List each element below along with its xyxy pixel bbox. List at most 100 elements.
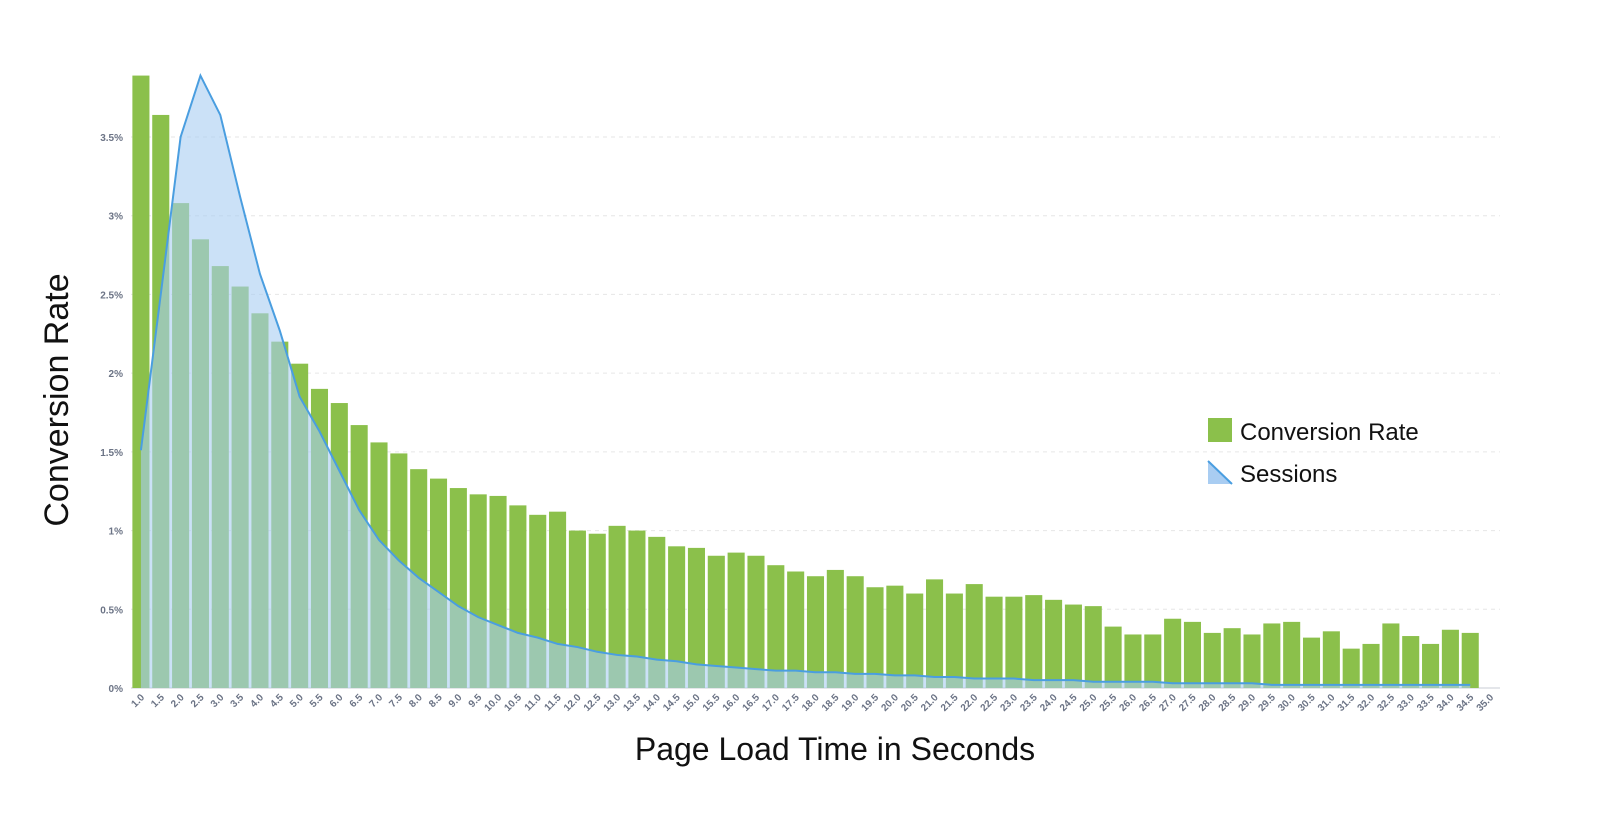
y-tick-label: 3% [109,212,124,223]
x-tick-label: 25.5 [1098,692,1120,714]
y-tick-label: 0% [109,684,124,695]
bar [1084,606,1102,688]
x-tick-label: 16.5 [741,692,763,714]
x-tick-label: 19.5 [860,692,882,714]
bar [806,576,825,688]
y-tick-label: 0.5% [100,605,123,616]
y-axis-title: Conversion Rate [38,273,76,526]
bar [846,576,864,688]
x-tick-label: 1.0 [129,692,147,710]
bar [906,593,924,688]
x-tick-label: 31.5 [1336,692,1358,714]
x-tick-label: 14.0 [641,692,663,714]
x-tick-label: 7.0 [368,692,386,710]
bar [1302,637,1321,688]
bar [866,587,884,688]
bar [926,579,944,688]
bar [1263,623,1281,688]
bar [1144,634,1162,688]
x-tick-label: 32.5 [1375,692,1397,714]
bar [608,525,626,688]
x-tick-label: 18.0 [800,692,822,714]
x-tick-label: 2.5 [189,692,207,710]
y-tick-label: 3.5% [100,133,123,144]
x-tick-label: 7.5 [387,692,405,710]
x-tick-label: 22.0 [959,692,981,714]
x-tick-label: 12.5 [582,692,604,714]
x-tick-label: 24.5 [1058,692,1080,714]
x-tick-label: 16.0 [721,692,743,714]
bar [1203,632,1221,688]
x-tick-label: 24.0 [1038,692,1060,714]
bar [945,593,963,688]
x-tick-label: 23.5 [1018,692,1040,714]
x-tick-label: 31.0 [1316,692,1338,714]
area [140,75,1471,689]
x-tick-label: 21.5 [939,692,961,714]
x-tick-label: 12.0 [562,692,584,714]
x-tick-label: 28.5 [1217,692,1239,714]
bar [1104,626,1122,688]
x-tick-label: 3.0 [209,692,227,710]
x-tick-label: 27.0 [1157,692,1179,714]
x-tick-label: 28.0 [1197,692,1219,714]
x-tick-label: 27.5 [1177,692,1199,714]
bar [1045,599,1063,688]
bar [1422,643,1440,688]
bar [588,533,606,688]
bar [1382,623,1400,688]
x-tick-label: 20.0 [879,692,901,714]
x-tick-label: 11.5 [543,692,564,713]
x-tick-label: 25.0 [1078,692,1100,714]
x-tick-label: 15.0 [681,692,703,714]
x-tick-label: 30.0 [1276,692,1298,714]
x-tick-label: 13.0 [602,692,624,714]
y-tick-label: 1.5% [100,448,123,459]
x-tick-label: 14.5 [661,692,683,714]
x-tick-label: 10.5 [502,692,524,714]
bar [687,547,705,688]
x-tick-label: 21.0 [919,692,941,714]
x-tick-label: 11.0 [523,692,544,713]
legend-label: Conversion Rate [1240,419,1419,446]
x-tick-label: 30.5 [1296,692,1318,714]
x-tick-label: 6.5 [348,692,366,710]
line [139,72,1471,686]
x-tick-label: 26.0 [1118,692,1140,714]
legend-swatch [1207,460,1233,485]
x-tick-label: 9.0 [447,692,465,710]
x-tick-label: 3.5 [229,692,247,710]
bar [1283,621,1301,688]
x-tick-label: 29.0 [1237,692,1259,714]
bar [747,555,765,688]
x-tick-label: 29.5 [1256,692,1278,714]
x-tick-label: 17.5 [780,692,802,714]
legend-label: Sessions [1240,461,1337,488]
y-tick-label: 2% [109,369,124,380]
bar [826,569,844,688]
x-tick-label: 15.5 [701,692,723,714]
bar [1441,629,1459,688]
bar [1164,618,1182,688]
x-tick-label: 4.0 [248,692,266,710]
y-tick-label: 2.5% [100,290,123,301]
x-tick-label: 33.0 [1395,692,1417,714]
bar [787,571,805,688]
x-tick-label: 19.0 [840,692,862,714]
x-tick-label: 26.5 [1137,692,1159,714]
x-tick-label: 5.0 [288,692,306,710]
x-tick-label: 18.5 [820,692,842,714]
x-tick-label: 22.5 [979,692,1001,714]
x-tick-label: 35.0 [1475,692,1497,714]
x-tick-label: 1.5 [149,692,167,710]
x-tick-label: 5.5 [308,692,326,710]
bar [1183,621,1202,688]
x-tick-label: 33.5 [1415,692,1437,714]
x-tick-label: 9.5 [467,692,485,710]
bar [1025,595,1043,688]
bar [1064,604,1082,688]
x-tick-label: 34.0 [1435,692,1457,714]
bar [1322,631,1340,688]
bar [1362,643,1380,688]
